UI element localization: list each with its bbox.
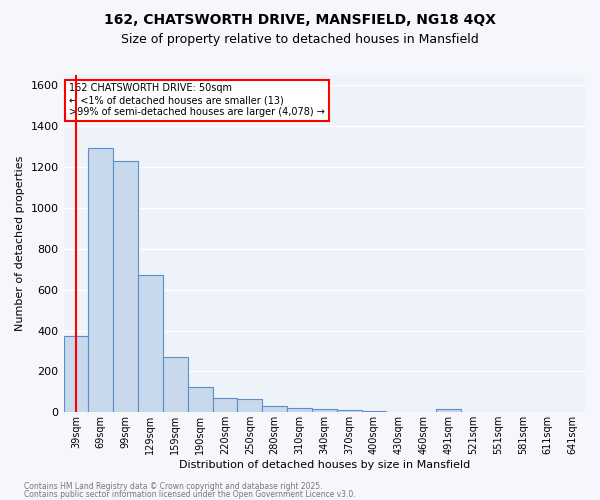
Text: 162, CHATSWORTH DRIVE, MANSFIELD, NG18 4QX: 162, CHATSWORTH DRIVE, MANSFIELD, NG18 4… [104,12,496,26]
Bar [262,406,287,412]
Bar [337,410,362,412]
X-axis label: Distribution of detached houses by size in Mansfield: Distribution of detached houses by size … [179,460,470,470]
Text: Contains public sector information licensed under the Open Government Licence v3: Contains public sector information licen… [24,490,356,499]
Bar [287,408,312,412]
Bar [64,336,88,412]
Y-axis label: Number of detached properties: Number of detached properties [15,156,25,332]
Text: Contains HM Land Registry data © Crown copyright and database right 2025.: Contains HM Land Registry data © Crown c… [24,482,323,491]
Bar [113,161,138,412]
Bar [238,399,262,412]
Bar [138,276,163,412]
Text: Size of property relative to detached houses in Mansfield: Size of property relative to detached ho… [121,32,479,46]
Bar [436,408,461,412]
Bar [212,398,238,412]
Bar [312,409,337,412]
Bar [163,357,188,412]
Bar [188,386,212,412]
Bar [88,148,113,412]
Text: 162 CHATSWORTH DRIVE: 50sqm
← <1% of detached houses are smaller (13)
>99% of se: 162 CHATSWORTH DRIVE: 50sqm ← <1% of det… [69,84,325,116]
